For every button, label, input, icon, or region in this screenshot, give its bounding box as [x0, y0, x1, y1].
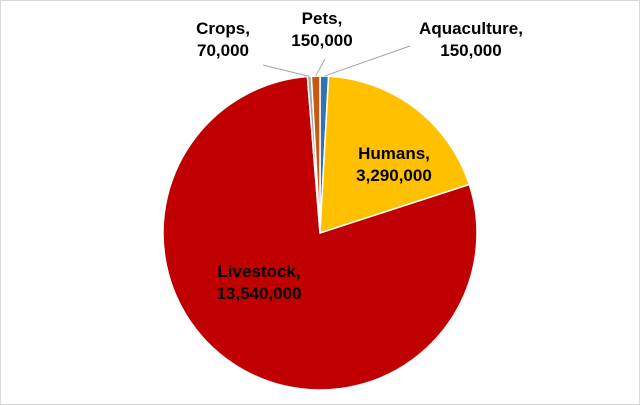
data-label-humans: Humans, 3,290,000: [356, 144, 432, 185]
leader-line-aquaculture: [324, 45, 411, 77]
data-label-livestock: Livestock, 13,540,000: [216, 262, 301, 303]
pie-slice-humans: [319, 75, 471, 235]
data-label-pets: Pets, 150,000: [291, 9, 352, 50]
leader-line-crops: [262, 64, 310, 77]
pie-slice-livestock: [162, 75, 478, 391]
leader-line-pets: [315, 58, 326, 77]
data-label-crops: Crops, 70,000: [196, 19, 250, 60]
pie-slice-pets: [310, 75, 321, 234]
data-label-aquaculture: Aquaculture, 150,000: [419, 19, 523, 60]
